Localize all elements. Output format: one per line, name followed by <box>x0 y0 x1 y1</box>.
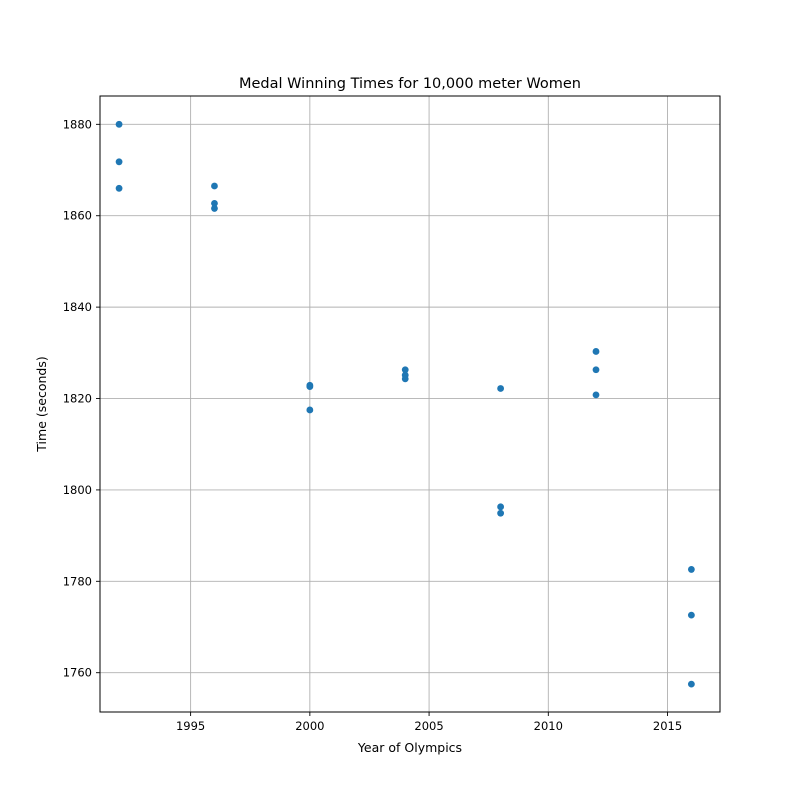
data-point <box>687 611 695 619</box>
y-tick-label: 1780 <box>63 574 92 588</box>
data-point <box>115 158 123 166</box>
x-tick-label: 2010 <box>534 719 563 733</box>
x-tick-label: 2005 <box>414 719 443 733</box>
data-point <box>497 503 505 511</box>
y-tick-label: 1760 <box>63 666 92 680</box>
y-tick-label: 1860 <box>63 209 92 223</box>
data-point <box>306 383 314 391</box>
y-tick-label: 1800 <box>63 483 92 497</box>
data-point <box>592 348 600 355</box>
y-axis-label: Time (seconds) <box>34 356 49 452</box>
data-point <box>211 205 218 212</box>
y-tick-label: 1880 <box>63 117 92 131</box>
data-point <box>592 366 600 374</box>
data-point <box>687 680 695 688</box>
chart-title: Medal Winning Times for 10,000 meter Wom… <box>239 76 581 92</box>
x-tick-label: 2015 <box>653 719 682 733</box>
data-point <box>211 199 218 207</box>
data-point <box>306 406 314 414</box>
data-point <box>401 375 409 383</box>
data-point <box>115 120 123 128</box>
data-points <box>115 120 695 688</box>
x-axis-ticks: 1995 2000 2005 2010 2015 <box>176 712 682 733</box>
data-point <box>687 566 695 573</box>
grid-lines <box>100 96 720 712</box>
data-point <box>497 385 505 392</box>
x-tick-label: 2000 <box>295 719 324 733</box>
x-tick-label: 1995 <box>176 719 205 733</box>
data-point <box>497 509 505 517</box>
y-tick-label: 1820 <box>63 392 92 406</box>
plot-frame <box>99 95 721 713</box>
data-point <box>401 366 409 374</box>
data-point <box>211 182 218 190</box>
y-axis-ticks: 1760 1780 1800 1820 1840 1860 1880 <box>63 117 100 680</box>
data-point <box>115 184 123 192</box>
y-tick-label: 1840 <box>63 300 92 314</box>
x-axis-label: Year of Olympics <box>357 740 462 755</box>
data-point <box>592 391 600 399</box>
